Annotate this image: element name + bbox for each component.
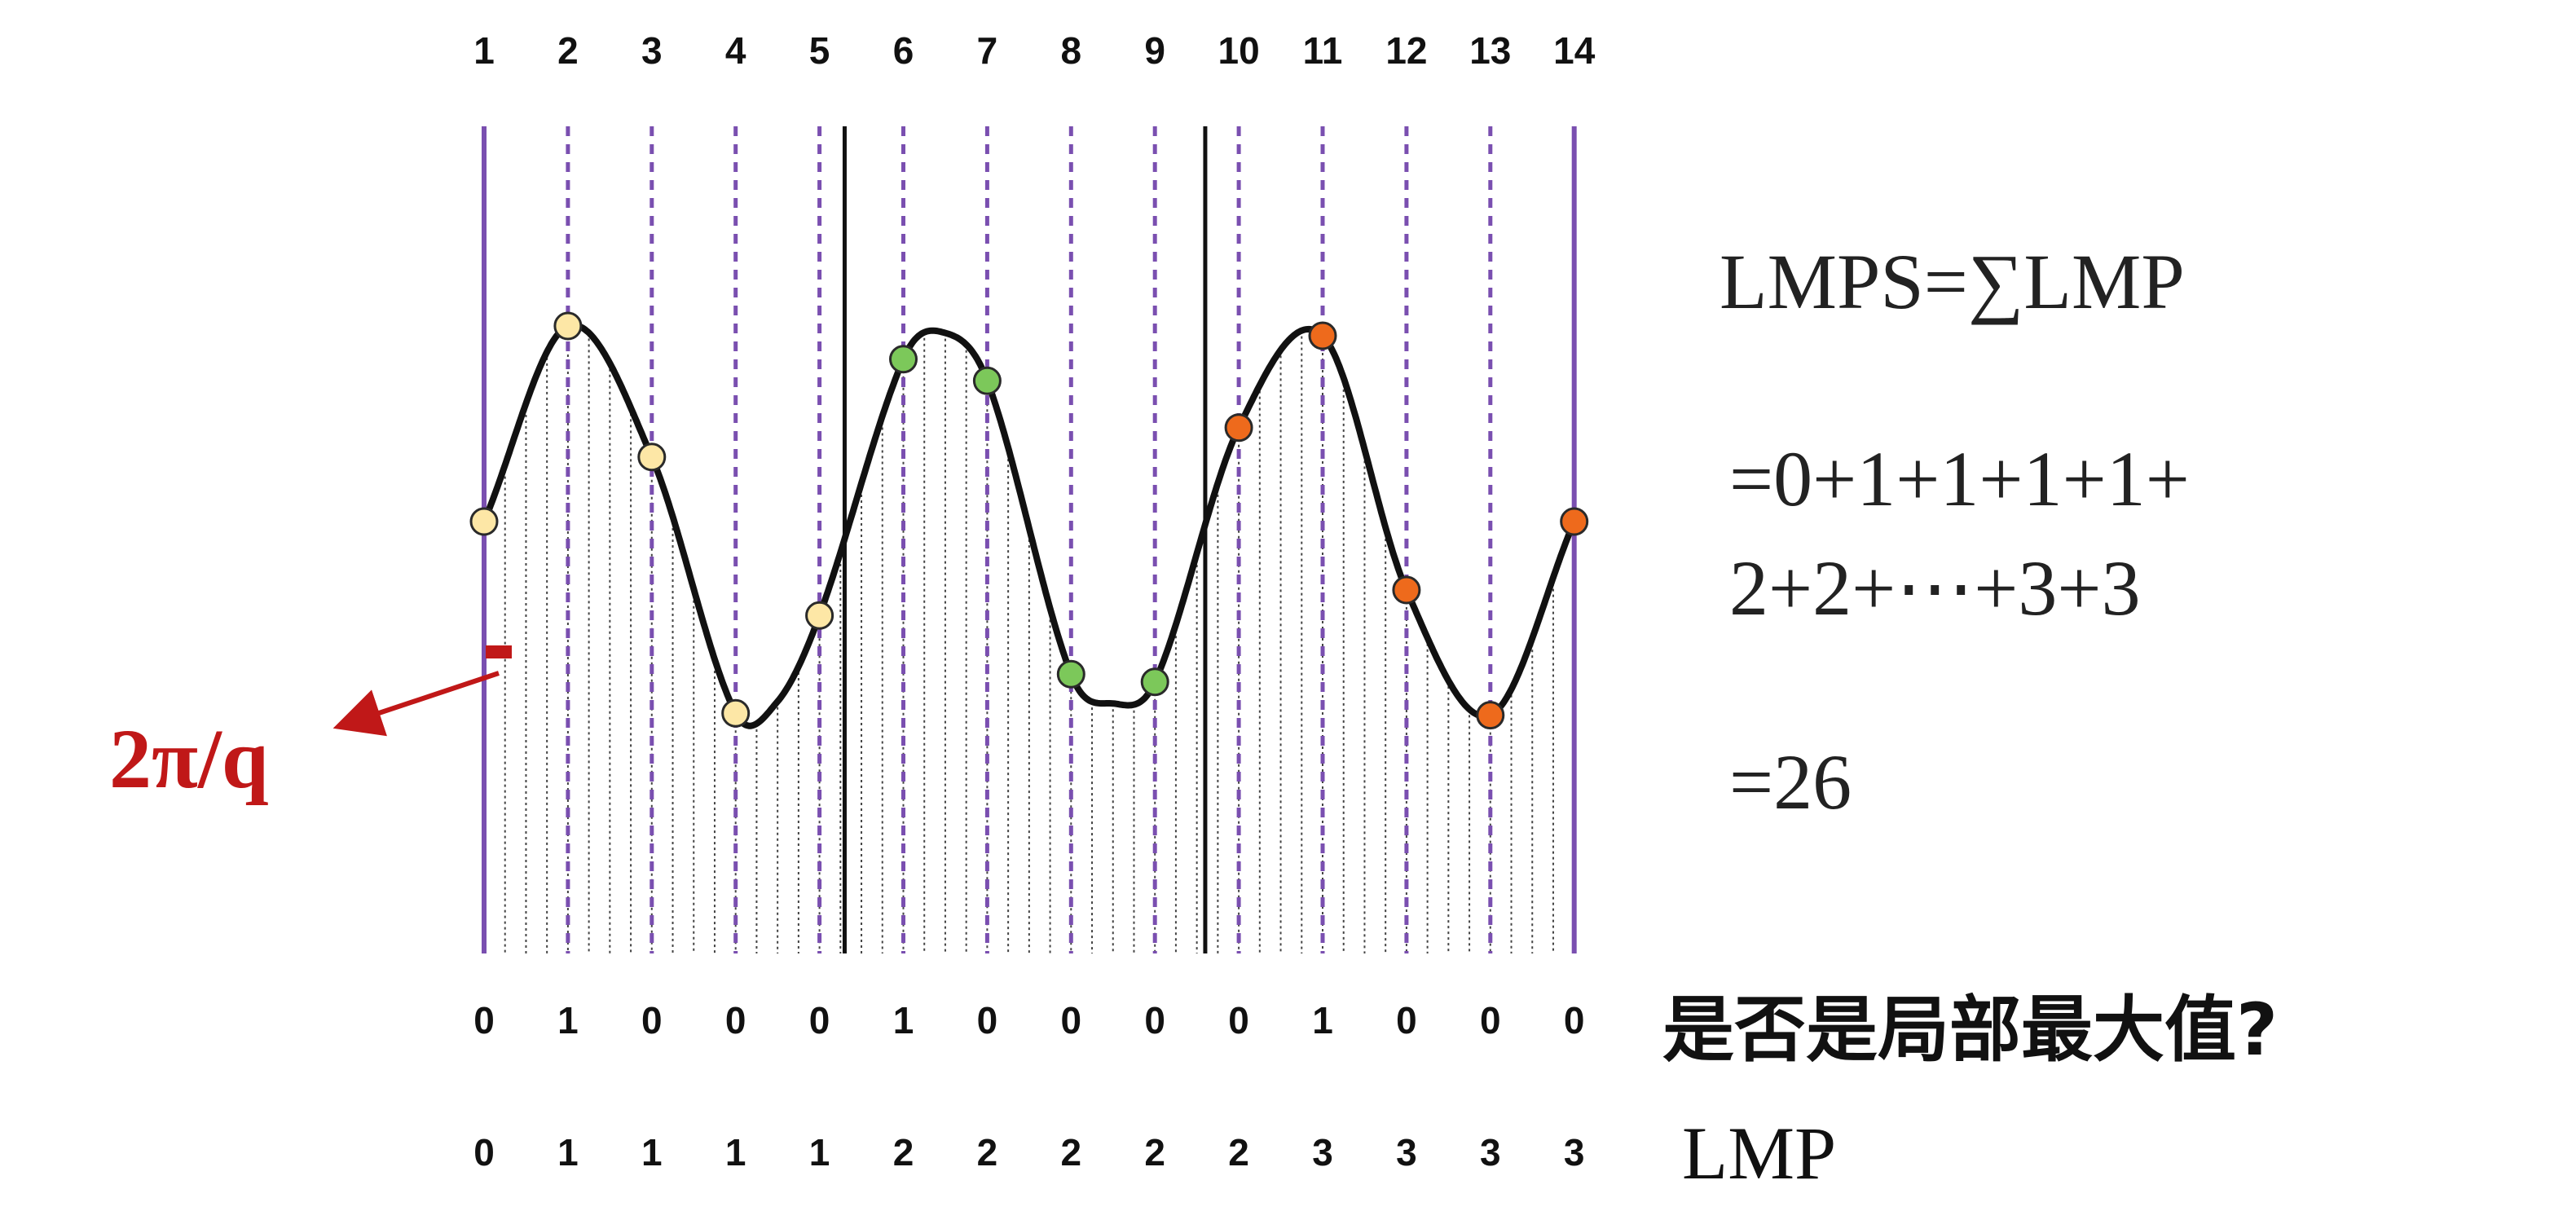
local-max-value: 0 (473, 999, 495, 1041)
lmp-row-label: LMP (1682, 1112, 1836, 1195)
formula-line-4: =26 (1729, 738, 1852, 826)
lmp-value: 1 (809, 1131, 830, 1174)
sample-index-label: 1 (473, 29, 495, 72)
sample-index-label: 11 (1303, 29, 1343, 72)
sample-point (1560, 507, 1589, 536)
lmp-value: 3 (1564, 1131, 1585, 1174)
sample-index-labels: 1 2 3 4 5 6 7 8 9 10 11 12 13 14 (473, 29, 1595, 72)
sample-point (972, 366, 1002, 395)
sample-index-label: 2 (557, 29, 579, 72)
lmp-value: 0 (473, 1131, 495, 1174)
local-max-value: 0 (1564, 999, 1585, 1041)
lmp-value: 2 (893, 1131, 914, 1174)
formula-block: LMPS=∑LMP =0+1+1+1+1+ 2+2+⋯+3+3 =26 (1720, 238, 2190, 826)
sample-point (1476, 701, 1505, 730)
sample-index-label: 13 (1469, 29, 1511, 72)
sample-point (721, 698, 751, 728)
local-max-value: 0 (1144, 999, 1165, 1041)
sample-point (553, 311, 583, 341)
sample-index-label: 3 (641, 29, 663, 72)
lmp-value: 3 (1480, 1131, 1501, 1174)
local-max-value: 0 (1061, 999, 1082, 1041)
sample-point (1056, 659, 1085, 689)
sample-point (1224, 413, 1253, 443)
sample-index-label: 10 (1218, 29, 1260, 72)
sample-index-label: 7 (977, 29, 998, 72)
local-max-question: 是否是局部最大值? (1662, 988, 2278, 1072)
sample-index-label: 4 (725, 29, 746, 72)
local-max-value: 0 (1480, 999, 1501, 1041)
sample-point (805, 601, 834, 630)
period-arrow (332, 671, 500, 737)
lmp-value: 2 (977, 1131, 998, 1174)
sample-index-label: 8 (1061, 29, 1082, 72)
sample-points (469, 311, 1589, 730)
lmp-value: 3 (1312, 1131, 1333, 1174)
lmp-value: 1 (557, 1131, 579, 1174)
local-max-value: 0 (725, 999, 746, 1041)
lmp-value: 1 (725, 1131, 746, 1174)
sample-point (889, 345, 918, 374)
local-max-value: 1 (893, 999, 914, 1041)
period-label: 2π/q (109, 712, 269, 806)
formula-line-1: LMPS=∑LMP (1720, 238, 2185, 325)
sample-index-label: 12 (1385, 29, 1427, 72)
sample-point (1392, 575, 1421, 605)
sample-index-label: 5 (809, 29, 830, 72)
lmp-value: 2 (1228, 1131, 1249, 1174)
formula-line-3: 2+2+⋯+3+3 (1729, 544, 2141, 632)
sample-point (1140, 667, 1169, 697)
local-max-row: 0 1 0 0 0 1 0 0 0 0 1 0 0 0 (473, 999, 1584, 1041)
lmp-value: 2 (1061, 1131, 1082, 1174)
local-max-value: 1 (557, 999, 579, 1041)
sample-index-label: 9 (1144, 29, 1165, 72)
lmp-value: 2 (1144, 1131, 1165, 1174)
period-annotation: 2π/q (109, 645, 512, 806)
local-max-value: 1 (1312, 999, 1333, 1041)
local-max-value: 0 (641, 999, 663, 1041)
formula-line-2: =0+1+1+1+1+ (1729, 435, 2190, 522)
local-max-value: 0 (977, 999, 998, 1041)
sample-index-label: 6 (893, 29, 914, 72)
local-max-value: 0 (809, 999, 830, 1041)
lmp-value: 3 (1396, 1131, 1417, 1174)
lmp-row: 0 1 1 1 1 2 2 2 2 2 3 3 3 3 (473, 1131, 1584, 1174)
wave-curve (481, 321, 1578, 729)
sample-guides (482, 126, 1577, 953)
sample-point (469, 507, 499, 536)
segment-boundaries (842, 126, 1208, 953)
lmp-value: 1 (641, 1131, 663, 1174)
sample-index-label: 14 (1553, 29, 1596, 72)
local-max-value: 0 (1228, 999, 1249, 1041)
local-max-value: 0 (1396, 999, 1417, 1041)
sample-point (1308, 321, 1337, 350)
hatch-fill (504, 326, 1554, 953)
sample-point (637, 443, 667, 472)
